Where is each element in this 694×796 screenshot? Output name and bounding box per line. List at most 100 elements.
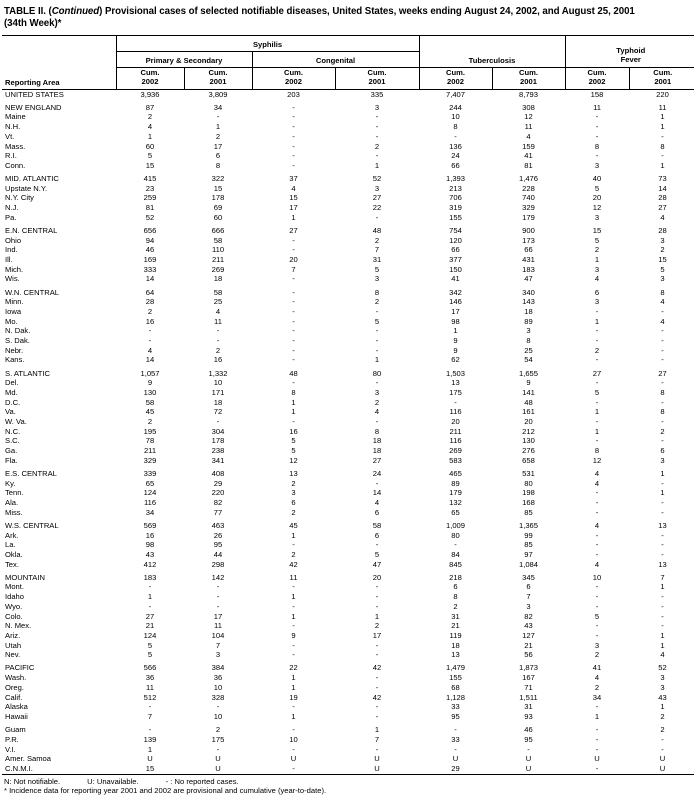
reporting-area-cell: E.N. CENTRAL [5, 225, 58, 235]
value-cell: 211 [211, 255, 225, 265]
value-cell: - [595, 397, 599, 407]
value-cell: 119 [449, 630, 462, 640]
footnote-legend: N: Not notifiable. U: Unavailable. - : No … [4, 777, 693, 787]
value-cell: 98 [451, 316, 460, 326]
value-cell: - [292, 274, 295, 284]
value-cell: 1 [291, 611, 296, 621]
cum-label: Cum. [140, 68, 160, 78]
table-row: E.N. CENTRAL 656 666 27 48 754 900 15 28 [2, 226, 694, 236]
footnote-not-notifiable: N: Not notifiable. [4, 776, 61, 786]
footnote-no-reported-cases: - : No reported cases. [165, 776, 239, 786]
value-cell: - [595, 530, 599, 540]
value-cell: U [374, 754, 380, 764]
cum-label: Cum. [519, 68, 538, 78]
value-cell: - [661, 417, 664, 427]
value-cell: 84 [451, 549, 460, 559]
year-label: 2001 [654, 77, 672, 86]
table-body: UNITED STATES 3,936 3,809 203 335 7,407 8,793 1… [2, 89, 694, 774]
value-cell: 2 [374, 621, 380, 631]
value-cell: 41 [451, 274, 460, 284]
header-row-groups: Reporting Area Syphilis Tuberculosis Typ… [2, 35, 694, 90]
value-cell: 656 [143, 225, 157, 235]
value-cell: 183 [522, 264, 535, 274]
value-cell: - [375, 673, 379, 683]
reporting-area-cell: S. ATLANTIC [5, 368, 51, 378]
value-cell: - [661, 326, 664, 336]
value-cell: - [292, 160, 295, 170]
value-cell: 22 [289, 663, 298, 673]
value-cell: - [375, 326, 379, 336]
value-cell: 333 [143, 264, 157, 274]
value-cell: 14 [145, 274, 155, 284]
table-row: NEW ENGLAND 87 34 - 3 244 308 11 11 [2, 103, 694, 113]
reporting-area-cell: N.C. [5, 426, 21, 436]
value-cell: 345 [522, 572, 535, 582]
year-label: 2002 [588, 77, 606, 86]
value-cell: 4 [215, 306, 221, 316]
value-cell: 99 [524, 530, 533, 540]
value-cell: 1,128 [445, 692, 465, 702]
value-cell: 8 [660, 407, 665, 417]
reporting-area-cell: Ga. [5, 446, 18, 456]
value-cell: - [375, 378, 379, 388]
value-cell: 4 [594, 559, 600, 569]
value-cell: 2 [147, 306, 153, 316]
typhoid-group-header: Typhoid Fever [564, 35, 694, 68]
reporting-area-cell: MOUNTAIN [5, 572, 45, 582]
value-cell: 40 [592, 174, 602, 183]
value-cell: 179 [449, 488, 462, 498]
value-cell: 1 [374, 611, 380, 621]
value-cell: 72 [213, 407, 223, 417]
reporting-area-cell: Md. [5, 387, 18, 397]
value-cell: - [661, 306, 664, 316]
value-cell: 8 [374, 426, 380, 436]
value-cell: 173 [522, 235, 535, 245]
table-row: Mont. - - - - 6 6 - 1 [2, 582, 694, 592]
value-cell: 658 [522, 455, 535, 465]
value-cell: 308 [522, 102, 535, 112]
value-cell: 3 [660, 455, 665, 465]
table-row: N.C. 195 304 16 8 211 212 1 2 [2, 427, 694, 437]
value-cell: 2 [594, 650, 600, 660]
value-cell: 1 [291, 530, 296, 540]
reporting-area-cell: Calif. [5, 692, 23, 702]
value-cell: - [661, 436, 664, 446]
value-cell: 71 [524, 682, 533, 692]
value-cell: 431 [522, 255, 535, 265]
table-row: Minn. 28 25 - 2 146 143 3 4 [2, 297, 694, 307]
value-cell: U [659, 763, 666, 773]
value-cell: 465 [449, 468, 462, 478]
value-cell: 2 [215, 131, 221, 141]
value-cell: 10 [289, 734, 298, 744]
value-cell: - [661, 378, 664, 388]
table-row: Vt. 1 2 - - - 4 - - [2, 132, 694, 142]
value-cell: 52 [145, 212, 155, 222]
value-cell: 175 [449, 387, 462, 397]
reporting-area-cell: Ariz. [5, 630, 21, 640]
value-cell: - [661, 611, 664, 621]
reporting-area-cell: Miss. [5, 507, 23, 517]
value-cell: 95 [524, 734, 533, 744]
value-cell: 408 [211, 468, 225, 478]
value-cell: 2 [374, 297, 380, 307]
value-cell: 1 [374, 355, 380, 365]
value-cell: 304 [211, 426, 225, 436]
reporting-area-cell: Tex. [5, 559, 19, 569]
value-cell: - [292, 725, 295, 735]
reporting-area-cell: P.R. [5, 734, 19, 744]
value-cell: - [595, 540, 599, 550]
value-cell: 845 [449, 559, 462, 569]
value-cell: - [595, 355, 599, 365]
value-cell: 178 [211, 193, 225, 203]
value-cell: 24 [451, 151, 460, 161]
value-cell: 1 [291, 712, 296, 721]
value-cell: 9 [453, 345, 458, 355]
value-cell: 143 [522, 297, 535, 307]
value-cell: - [216, 702, 220, 712]
value-cell: - [375, 417, 379, 427]
value-cell: - [375, 601, 379, 611]
table-row: N.J. 81 69 17 22 319 329 12 27 [2, 203, 694, 213]
value-cell: 110 [211, 245, 225, 255]
reporting-area-cell: Mich. [5, 264, 24, 274]
typhoid-cum-2002-header: Cum. 2002 [564, 67, 630, 90]
